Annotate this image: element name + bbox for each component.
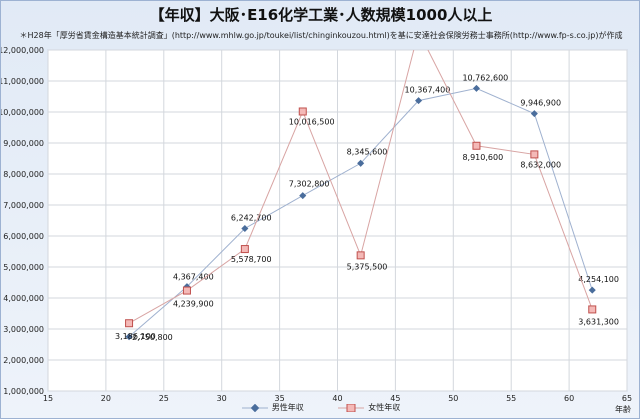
chart-subtitle: ＊H28年「厚労省賃金構造基本統計調査」(http://www.mhlw.go.… bbox=[19, 31, 623, 40]
y-tick-label: 4,000,000 bbox=[3, 294, 44, 303]
data-point-marker bbox=[356, 251, 365, 260]
y-tick-label: 6,000,000 bbox=[3, 232, 44, 241]
data-label: 4,254,100 bbox=[578, 275, 619, 284]
x-tick-label: 35 bbox=[275, 394, 285, 403]
x-tick-label: 50 bbox=[448, 394, 458, 403]
data-label: 8,632,000 bbox=[520, 160, 561, 169]
data-point-marker bbox=[240, 245, 249, 254]
x-tick-label: 40 bbox=[332, 394, 342, 403]
x-tick-label: 45 bbox=[390, 394, 400, 403]
data-label: 10,762,600 bbox=[462, 73, 508, 82]
data-label: 9,946,900 bbox=[520, 99, 561, 108]
chart-title: 【年収】大阪･E16化学工業･人数規模1000人以上 bbox=[149, 6, 493, 24]
y-tick-label: 1,000,000 bbox=[3, 387, 44, 396]
data-point-marker bbox=[298, 107, 307, 116]
data-point-marker bbox=[472, 141, 481, 150]
chart-legend: 男性年収 女性年収 bbox=[1, 402, 640, 414]
data-point-marker bbox=[530, 150, 539, 159]
data-point-marker bbox=[588, 286, 596, 294]
legend-male-marker bbox=[241, 403, 268, 412]
data-point-marker bbox=[299, 192, 307, 200]
data-label: 3,631,300 bbox=[578, 317, 619, 326]
x-tick-label: 60 bbox=[564, 394, 574, 403]
data-label: 5,375,500 bbox=[347, 262, 388, 271]
data-point-marker bbox=[241, 224, 249, 233]
data-label: 7,302,800 bbox=[289, 180, 330, 189]
legend-female-marker bbox=[338, 403, 365, 412]
y-tick-label: 7,000,000 bbox=[3, 201, 44, 210]
x-axis-title: 年齢 bbox=[615, 404, 631, 414]
y-tick-label: 11,000,000 bbox=[1, 77, 44, 86]
series-group bbox=[125, 28, 597, 328]
data-label: 3,186,100 bbox=[115, 332, 156, 341]
data-label: 4,239,900 bbox=[173, 300, 214, 309]
y-tick-label: 12,000,000 bbox=[1, 46, 44, 55]
data-point-marker bbox=[530, 110, 538, 118]
x-tick-label: 20 bbox=[101, 394, 111, 403]
data-point-marker bbox=[182, 286, 191, 295]
data-point-marker bbox=[588, 305, 597, 314]
series-group bbox=[125, 84, 596, 341]
data-label: 8,345,600 bbox=[347, 147, 388, 156]
x-tick-label: 30 bbox=[217, 394, 227, 403]
data-label: 10,367,400 bbox=[405, 86, 451, 95]
y-tick-label: 2,000,000 bbox=[3, 356, 44, 365]
legend-male-label: 男性年収 bbox=[271, 403, 304, 412]
data-point-marker bbox=[415, 28, 422, 35]
data-point-marker bbox=[125, 333, 133, 341]
data-point-marker bbox=[357, 159, 365, 167]
y-tick-label: 3,000,000 bbox=[3, 325, 44, 334]
x-tick-label: 55 bbox=[506, 394, 516, 403]
data-point-marker bbox=[415, 97, 423, 105]
x-tick-label: 65 bbox=[622, 394, 632, 403]
legend-item-male: 男性年収 bbox=[241, 402, 304, 413]
y-tick-label: 8,000,000 bbox=[3, 170, 44, 179]
data-label: 2,750,800 bbox=[132, 333, 173, 342]
x-tick-label: 15 bbox=[43, 394, 53, 403]
y-tick-label: 9,000,000 bbox=[3, 139, 44, 148]
data-point-marker bbox=[125, 319, 134, 328]
y-tick-label: 10,000,000 bbox=[1, 108, 44, 117]
data-point-marker bbox=[472, 84, 480, 92]
x-tick-label: 25 bbox=[159, 394, 169, 403]
legend-female-label: 女性年収 bbox=[368, 403, 401, 412]
y-tick-label: 5,000,000 bbox=[3, 263, 44, 272]
data-label: 4,367,400 bbox=[173, 273, 214, 282]
data-label: 8,910,600 bbox=[462, 153, 503, 162]
data-label: 10,016,500 bbox=[289, 117, 335, 126]
legend-item-female: 女性年収 bbox=[338, 402, 400, 413]
data-label: 5,578,700 bbox=[231, 255, 272, 264]
data-label: 6,242,700 bbox=[231, 213, 272, 222]
